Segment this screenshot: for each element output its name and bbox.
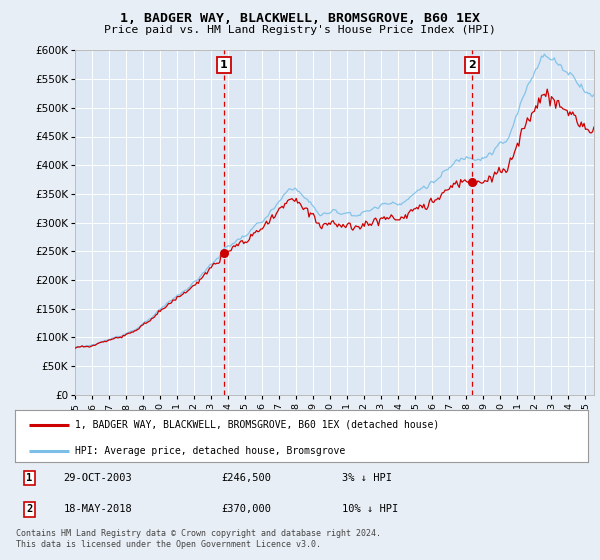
- Text: 3% ↓ HPI: 3% ↓ HPI: [341, 473, 392, 483]
- Text: £370,000: £370,000: [221, 505, 271, 515]
- Text: 1, BADGER WAY, BLACKWELL, BROMSGROVE, B60 1EX (detached house): 1, BADGER WAY, BLACKWELL, BROMSGROVE, B6…: [75, 420, 439, 430]
- Text: 10% ↓ HPI: 10% ↓ HPI: [341, 505, 398, 515]
- Text: This data is licensed under the Open Government Licence v3.0.: This data is licensed under the Open Gov…: [16, 540, 321, 549]
- Text: £246,500: £246,500: [221, 473, 271, 483]
- Text: 1, BADGER WAY, BLACKWELL, BROMSGROVE, B60 1EX: 1, BADGER WAY, BLACKWELL, BROMSGROVE, B6…: [120, 12, 480, 25]
- Text: 2: 2: [468, 60, 476, 70]
- Text: 1: 1: [26, 473, 32, 483]
- Text: 2: 2: [26, 505, 32, 515]
- Text: HPI: Average price, detached house, Bromsgrove: HPI: Average price, detached house, Brom…: [75, 446, 346, 456]
- Text: 29-OCT-2003: 29-OCT-2003: [64, 473, 133, 483]
- Text: Contains HM Land Registry data © Crown copyright and database right 2024.: Contains HM Land Registry data © Crown c…: [16, 529, 381, 538]
- Text: 1: 1: [220, 60, 228, 70]
- Text: Price paid vs. HM Land Registry's House Price Index (HPI): Price paid vs. HM Land Registry's House …: [104, 25, 496, 35]
- Text: 18-MAY-2018: 18-MAY-2018: [64, 505, 133, 515]
